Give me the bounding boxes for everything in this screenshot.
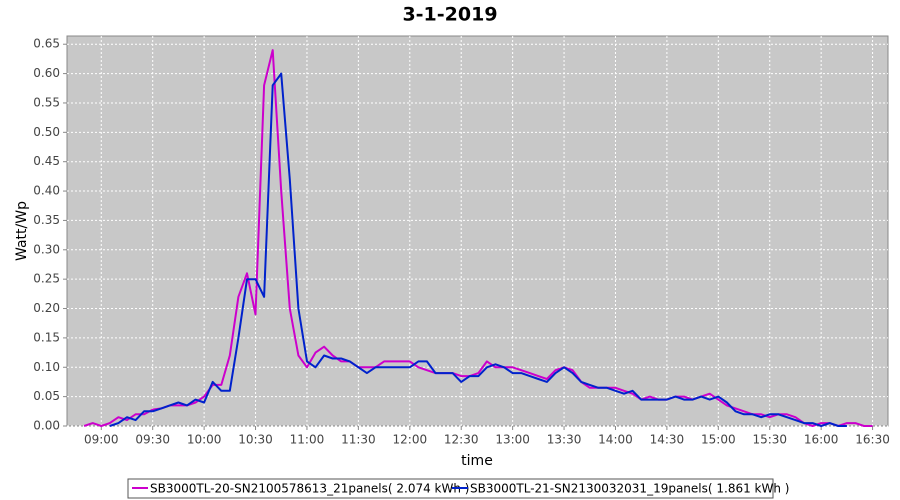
chart-title: 3-1-2019 xyxy=(402,4,497,26)
x-tick-label: 12:00 xyxy=(393,433,428,447)
y-tick-label: 0.25 xyxy=(33,272,60,286)
series-line xyxy=(109,72,847,427)
y-tick-label: 0.00 xyxy=(33,419,60,433)
x-tick-label: 09:00 xyxy=(84,433,119,447)
y-tick-label: 0.35 xyxy=(33,213,60,227)
x-tick-label: 10:30 xyxy=(238,433,273,447)
x-tick-label: 13:00 xyxy=(495,433,530,447)
x-tick-label: 13:30 xyxy=(547,433,582,447)
legend-label: SB3000TL-20-SN2100578613_21panels( 2.074… xyxy=(150,482,469,496)
x-tick-label: 14:30 xyxy=(650,433,685,447)
legend-box xyxy=(127,478,774,499)
y-tick-label: 0.20 xyxy=(33,301,60,315)
y-tick-label: 0.40 xyxy=(33,184,60,198)
y-tick-label: 0.30 xyxy=(33,242,60,256)
x-tick-label: 15:30 xyxy=(752,433,787,447)
x-tick-label: 16:00 xyxy=(804,433,839,447)
x-tick-label: 10:00 xyxy=(187,433,222,447)
y-tick-label: 0.10 xyxy=(33,360,60,374)
x-tick-label: 14:00 xyxy=(598,433,633,447)
y-tick-label: 0.60 xyxy=(33,66,60,80)
x-tick-label: 11:00 xyxy=(290,433,325,447)
y-tick-label: 0.45 xyxy=(33,154,60,168)
x-tick-label: 15:00 xyxy=(701,433,736,447)
y-tick-label: 0.05 xyxy=(33,389,60,403)
y-tick-label: 0.65 xyxy=(33,37,60,51)
x-tick-label: 12:30 xyxy=(444,433,479,447)
y-tick-label: 0.15 xyxy=(33,330,60,344)
y-tick-label: 0.55 xyxy=(33,95,60,109)
x-tick-label: 16:30 xyxy=(855,433,890,447)
x-tick-label: 09:30 xyxy=(135,433,170,447)
y-tick-label: 0.50 xyxy=(33,125,60,139)
x-axis-label: time xyxy=(461,453,493,469)
legend-label: SB3000TL-21-SN2130032031_19panels( 1.861… xyxy=(470,482,789,496)
x-tick-label: 11:30 xyxy=(341,433,376,447)
y-axis-label: Watt/Wp xyxy=(14,201,30,261)
